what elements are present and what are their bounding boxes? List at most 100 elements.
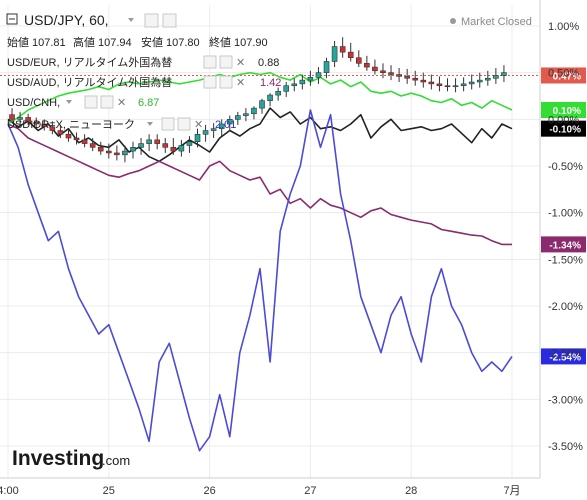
market-status: Market Closed: [461, 16, 532, 28]
end-value-badges: 0.47% 0.10% -0.10% -1.34% -2.54%: [541, 67, 586, 365]
candle-body: [388, 72, 394, 75]
x-tick-label: 28: [405, 485, 417, 497]
candle-body: [372, 66, 378, 72]
candle-body: [81, 139, 88, 144]
legend-row-usdcnh[interactable]: USD/CNH, ✕ 6.87: [7, 95, 159, 109]
legend-row-usdaud[interactable]: USD/AUD, リアルタイム外国為替 ✕ 1.42: [7, 75, 281, 89]
candle-body: [33, 121, 40, 125]
y-tick-label: -3.00%: [548, 394, 583, 406]
candle-body: [299, 79, 306, 85]
end-value-badge: [541, 348, 586, 365]
candle-body: [138, 143, 144, 148]
status-dot-icon: [450, 18, 456, 24]
investing-logo: Investing .com: [12, 447, 130, 470]
candle-body: [25, 117, 31, 123]
candle-body: [235, 115, 241, 120]
end-value-badge: [541, 102, 586, 118]
y-axis: 1.00% 0.50% 0.00% -0.50% -1.00% -1.50% -2.00% -…: [548, 21, 583, 453]
candle-body: [380, 70, 386, 73]
legend-value: 6.87: [138, 97, 159, 109]
candle-body: [501, 72, 507, 76]
legend-label: USD/AUD, リアルタイム外国為替: [7, 75, 172, 89]
legend-value: 0.88: [258, 57, 279, 69]
y-tick-label: -1.00%: [548, 208, 583, 220]
end-value-label: 0.47%: [553, 71, 581, 82]
x-tick-label: 27: [304, 485, 316, 497]
series-line-usd-eur: [7, 107, 513, 163]
chevron-down-icon[interactable]: [147, 122, 153, 126]
x-axis: 4:00 25 26 27 28 7月: [0, 485, 521, 497]
candle-body: [154, 139, 160, 144]
legend-row-usdidr[interactable]: USDIDR=X, ニューヨーク ✕ 2.01: [7, 117, 236, 131]
low-label: 安値: [141, 35, 163, 49]
end-value-badge: [541, 120, 586, 137]
x-tick-label: 26: [203, 485, 215, 497]
legend-value: 1.42: [260, 77, 281, 89]
end-value-label: 0.10%: [553, 106, 581, 117]
candle-body: [364, 63, 370, 68]
y-tick-label: -3.50%: [548, 441, 583, 453]
candle-body: [331, 46, 338, 62]
eye-icon[interactable]: [161, 117, 175, 131]
candle-body: [41, 123, 48, 128]
legend-label: USD/CNH,: [7, 97, 60, 109]
candle-body: [485, 77, 491, 81]
chevron-down-icon[interactable]: [128, 18, 134, 22]
gear-icon[interactable]: [219, 55, 233, 69]
open-value: 107.81: [32, 37, 66, 49]
candle-body: [218, 123, 225, 129]
candle-body: [347, 51, 354, 59]
y-tick-label: -2.50%: [548, 348, 583, 360]
legend: USD/EUR, リアルタイム外国為替 ✕ 0.88 USD/AUD, リアルタ…: [7, 55, 281, 131]
candle-body: [9, 114, 15, 120]
candle-body: [89, 143, 96, 148]
close-icon[interactable]: ✕: [236, 77, 245, 89]
usdjpy-candles: [9, 37, 507, 163]
candle-body: [97, 147, 104, 152]
candle-body: [323, 61, 330, 73]
series-line-usdidr-x: [7, 109, 513, 452]
gear-icon[interactable]: [100, 95, 114, 109]
gear-icon[interactable]: [219, 75, 233, 89]
eye-icon[interactable]: [84, 95, 98, 109]
candle-body: [194, 133, 201, 143]
legend-label: USD/EUR, リアルタイム外国為替: [7, 55, 172, 69]
candle-body: [460, 83, 467, 87]
gear-icon[interactable]: [177, 117, 191, 131]
end-value-label: -2.54%: [549, 352, 581, 363]
candle-body: [170, 147, 177, 152]
eye-icon[interactable]: [203, 55, 217, 69]
close-icon[interactable]: ✕: [117, 97, 126, 109]
candle-body: [114, 152, 120, 156]
candle-body: [243, 113, 249, 116]
end-value-label: -1.34%: [549, 240, 581, 251]
candle-body: [146, 139, 152, 144]
legend-value: 2.01: [215, 119, 236, 131]
candle-body: [17, 117, 23, 120]
end-value-badge: [541, 67, 586, 84]
chevron-down-icon[interactable]: [66, 100, 72, 104]
gear-icon[interactable]: [162, 13, 177, 28]
candle-body: [291, 83, 298, 87]
candle-body: [186, 141, 193, 146]
candle-body: [468, 81, 475, 85]
logo-brand: Investing: [12, 447, 104, 470]
candle-body: [49, 126, 56, 131]
candle-body: [436, 83, 443, 87]
eye-icon[interactable]: [144, 13, 159, 28]
candle-body: [476, 79, 483, 83]
candle-body: [275, 91, 281, 96]
x-tick-label: 25: [103, 485, 115, 497]
ohlc-row: 始値 107.81 高値 107.94 安値 107.80 終値 107.90: [7, 35, 268, 49]
eye-icon[interactable]: [203, 75, 217, 89]
open-label: 始値: [7, 35, 29, 49]
legend-row-usdeur[interactable]: USD/EUR, リアルタイム外国為替 ✕ 0.88: [7, 55, 279, 69]
low-value: 107.80: [166, 37, 200, 49]
candle-body: [73, 137, 80, 141]
symbol-title[interactable]: USD/JPY, 60,: [24, 12, 109, 28]
y-tick-label: -0.50%: [548, 161, 583, 173]
collapse-icon[interactable]: [6, 13, 18, 25]
close-icon[interactable]: ✕: [236, 57, 245, 69]
close-icon[interactable]: ✕: [194, 119, 203, 131]
